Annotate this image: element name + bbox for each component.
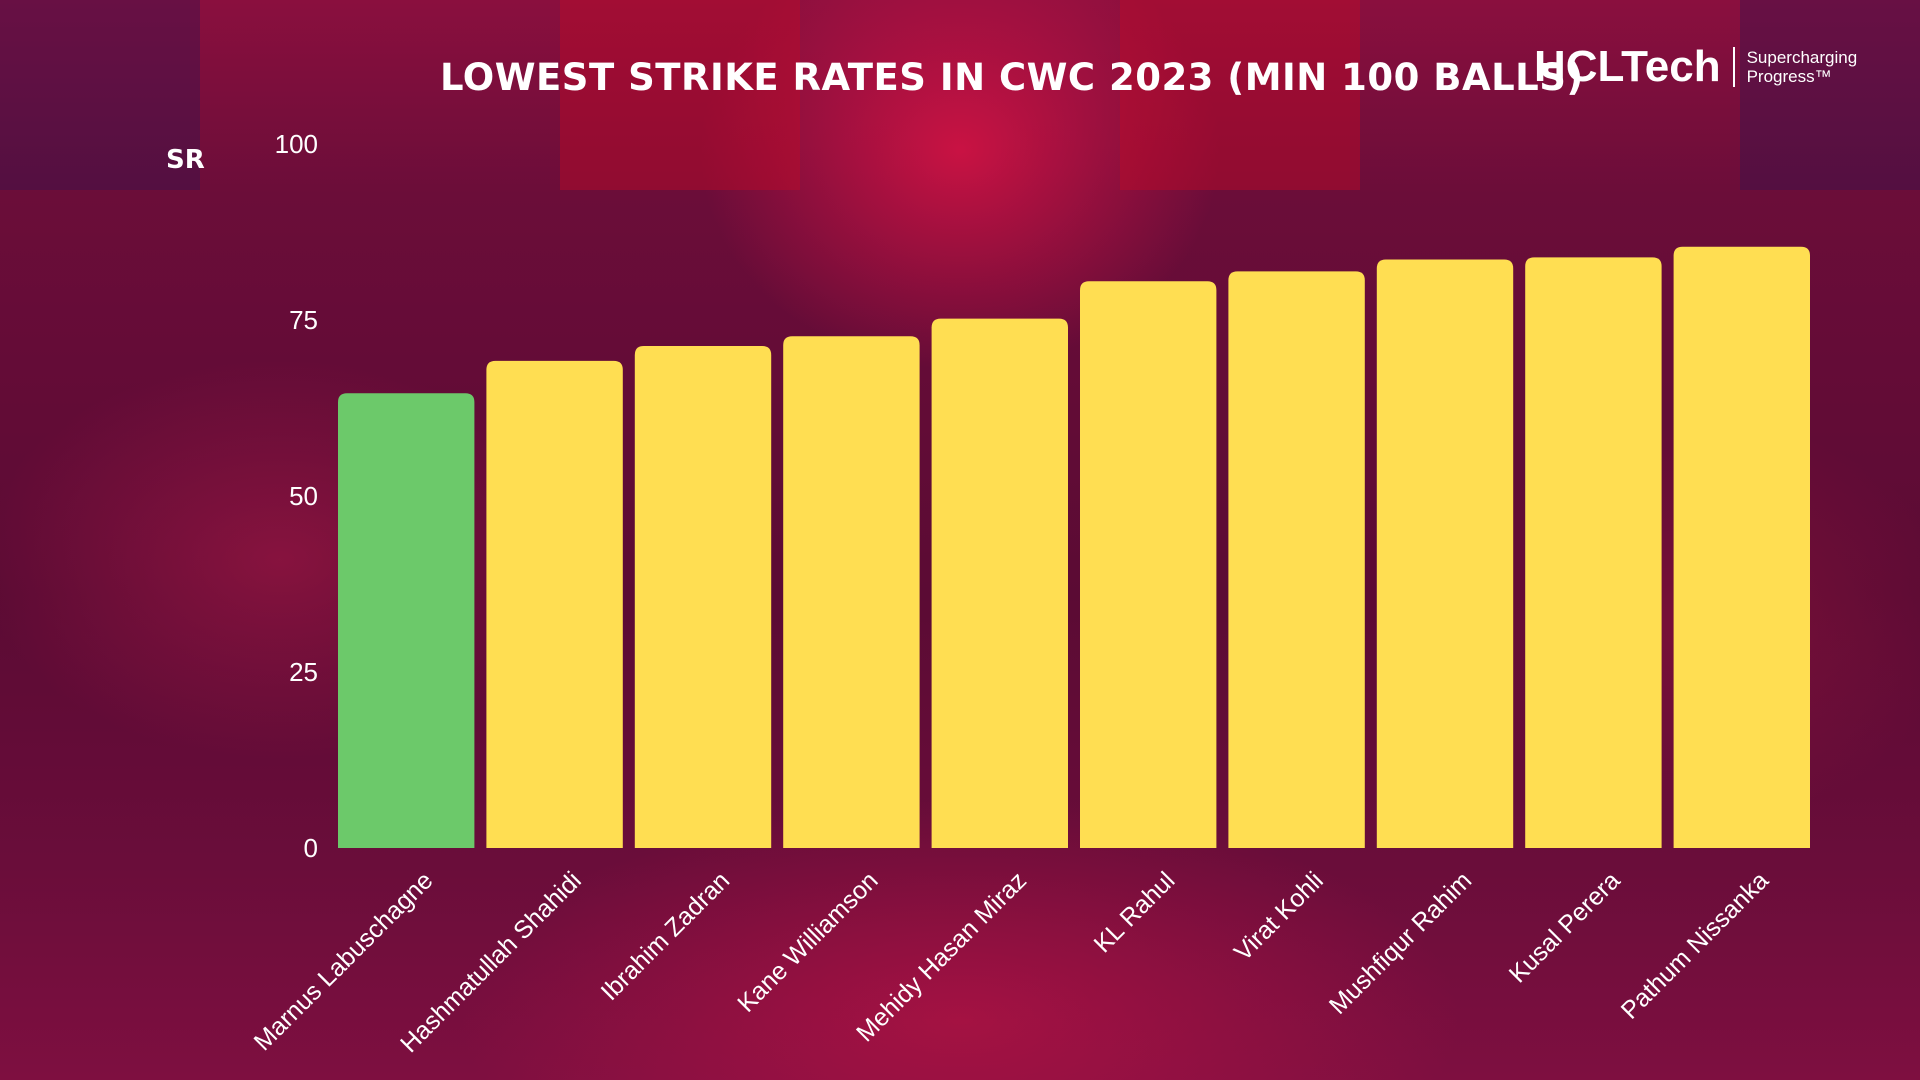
bar (338, 393, 475, 848)
logo-brand: HCLTech (1534, 42, 1721, 91)
y-axis-label: SR (166, 145, 205, 175)
logo-divider (1732, 47, 1735, 87)
bar (1525, 257, 1662, 848)
background-banner (560, 0, 800, 190)
y-tick-label: 100 (275, 129, 318, 159)
bar (1376, 259, 1514, 848)
background-banner (0, 0, 200, 190)
bar (634, 346, 772, 848)
y-tick-label: 75 (289, 305, 318, 335)
x-tick-label: KL Rahul (1089, 866, 1181, 958)
x-tick-label: Pathum Nissanka (1616, 866, 1774, 1024)
bar (783, 336, 920, 848)
bar (486, 360, 623, 848)
bar (1228, 271, 1365, 848)
x-tick-label: Kane Williamson (732, 866, 883, 1017)
x-tick-label: Mehidy Hasan Miraz (851, 866, 1032, 1047)
hcltech-logo: HCLTech Supercharging Progress™ (1534, 42, 1877, 92)
bars (338, 246, 1810, 848)
y-tick-label: 25 (289, 657, 318, 687)
y-tick-label: 0 (304, 833, 318, 863)
x-tick-label: Ibrahim Zadran (596, 866, 736, 1006)
logo-tagline: Supercharging Progress™ (1746, 48, 1858, 86)
x-tick-label: Kusal Perera (1504, 866, 1626, 988)
bar (1673, 246, 1810, 848)
y-tick-label: 50 (289, 481, 318, 511)
y-axis: 0 25 50 75 100 (275, 129, 318, 863)
x-tick-label: Virat Kohli (1229, 866, 1329, 966)
background-banner (1120, 0, 1360, 190)
bar (931, 318, 1068, 848)
x-tick-label: Mushfiqur Rahim (1324, 866, 1477, 1019)
background-banner (1740, 0, 1920, 190)
bar (1080, 281, 1217, 848)
